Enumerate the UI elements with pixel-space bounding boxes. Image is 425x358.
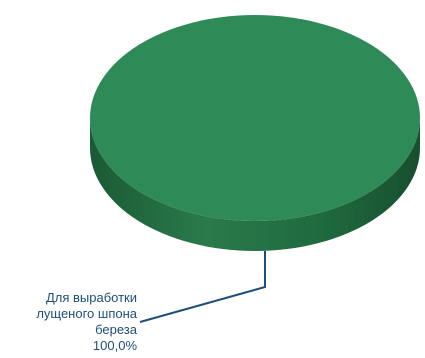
pie-slice-face — [90, 15, 420, 221]
slice-label-line: лущеного шпона — [36, 306, 137, 321]
pie-slice-top — [90, 15, 420, 221]
slice-label-line: 100,0% — [93, 338, 138, 353]
slice-label-line: Для выработки — [46, 290, 137, 305]
leader-line — [139, 251, 266, 323]
pie-slice-depth — [90, 118, 420, 251]
pie-slice-side — [90, 118, 420, 251]
slice-label: Для выработки лущеного шпона береза 100,0% — [36, 290, 137, 353]
slice-label-line: береза — [95, 322, 138, 337]
